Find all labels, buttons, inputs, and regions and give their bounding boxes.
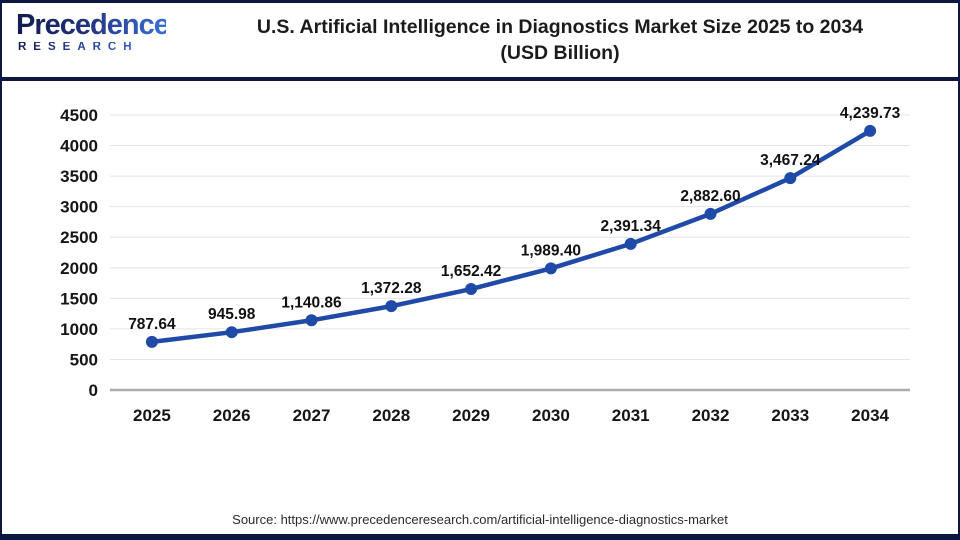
x-tick-label: 2032 [692, 406, 730, 425]
data-point-label: 4,239.73 [840, 105, 901, 122]
data-point [465, 283, 478, 296]
y-tick-label: 3000 [60, 198, 98, 217]
precedence-research-logo: Precedence RESEARCH [16, 9, 170, 54]
data-point [225, 326, 238, 339]
data-point [544, 262, 557, 275]
y-tick-label: 1500 [60, 289, 98, 308]
chart-title: U.S. Artificial Intelligence in Diagnost… [162, 16, 958, 65]
x-tick-label: 2029 [452, 406, 490, 425]
y-tick-label: 3500 [60, 167, 98, 186]
x-tick-label: 2034 [851, 406, 889, 425]
chart-title-line1: U.S. Artificial Intelligence in Diagnost… [256, 15, 864, 38]
data-point [864, 124, 877, 137]
x-tick-label: 2025 [133, 406, 171, 425]
y-tick-label: 2000 [60, 259, 98, 278]
x-tick-label: 2028 [372, 406, 410, 425]
data-point-label: 787.64 [128, 316, 176, 333]
logo-brand-text: Precedence [16, 9, 170, 41]
trend-line [149, 128, 873, 345]
data-point-label: 1,652.42 [441, 263, 501, 280]
chart-area: 0 500 1000 1500 2000 2500 3000 3500 4000 4500 2025… [2, 81, 958, 534]
x-tick-label: 2031 [612, 406, 650, 425]
data-point-label: 945.98 [208, 306, 256, 323]
data-point [704, 207, 717, 220]
data-point-label: 1,372.28 [361, 280, 422, 297]
data-point [624, 237, 637, 250]
data-point [385, 300, 398, 313]
data-point-label: 2,391.34 [601, 218, 662, 235]
data-point-label: 3,467.24 [760, 152, 821, 169]
logo-sub-text: RESEARCH [16, 41, 166, 54]
data-point [305, 314, 318, 327]
x-tick-label: 2030 [532, 406, 570, 425]
y-tick-label: 4000 [60, 137, 98, 156]
y-tick-label: 500 [70, 350, 98, 369]
data-point-label: 1,140.86 [281, 294, 342, 311]
data-point-label: 2,882.60 [680, 188, 740, 205]
y-tick-label: 2500 [60, 228, 98, 247]
data-point-label: 1,989.40 [521, 242, 581, 259]
data-point [145, 335, 158, 348]
chart-title-line2: (USD Billion) [500, 41, 620, 64]
header-divider [2, 77, 958, 81]
header: Precedence RESEARCH U.S. Artificial Inte… [2, 3, 958, 77]
y-tick-label: 0 [89, 381, 98, 400]
x-tick-label: 2027 [293, 406, 331, 425]
source-text: Source: https://www.precedenceresearch.c… [232, 512, 728, 527]
data-point [784, 172, 797, 185]
line-chart: 0 500 1000 1500 2000 2500 3000 3500 4000 4500 2025… [60, 105, 910, 425]
y-tick-label: 1000 [60, 320, 98, 339]
x-tick-label: 2026 [213, 406, 251, 425]
y-tick-label: 4500 [60, 106, 98, 125]
x-tick-label: 2033 [771, 406, 809, 425]
